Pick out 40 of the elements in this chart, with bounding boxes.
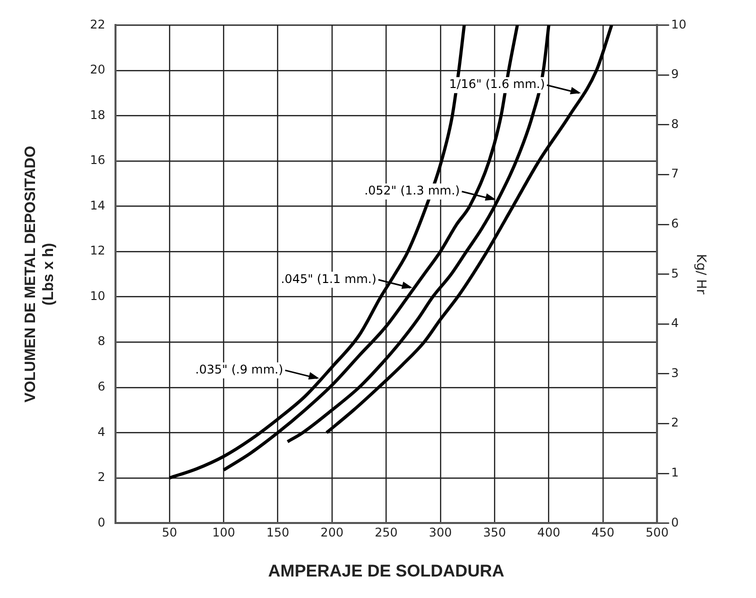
y-tick-label: 2	[98, 470, 106, 484]
x-tick-label: 150	[266, 526, 290, 540]
y2-tick-label: 1	[671, 466, 679, 480]
y-tick-label: 18	[90, 108, 106, 122]
annotation: .035" (.9 mm.)	[195, 362, 284, 376]
x-tick-label: 400	[537, 526, 560, 540]
x-tick-label: 300	[428, 526, 452, 540]
y2-axis-title: Kg/ Hr	[692, 254, 708, 296]
x-tick-label: 450	[591, 526, 614, 540]
y-tick-label: 10	[90, 288, 106, 303]
y2-tick-label: 8	[671, 116, 679, 131]
y2-tick-label: 9	[671, 67, 679, 82]
x-tick-label: 250	[374, 526, 398, 540]
y-tick-label: 12	[90, 244, 106, 258]
y-tick-label: 8	[98, 334, 106, 348]
y2-tick-label: 4	[671, 316, 679, 330]
annotation: .045" (1.1 mm.)	[280, 272, 376, 286]
y2-tick-label: 7	[671, 166, 679, 181]
y-tick-label: 14	[90, 198, 106, 212]
annotation: .052" (1.3 mm.)	[364, 184, 460, 198]
x-tick-label: 100	[212, 526, 236, 540]
y-tick-label: 4	[98, 424, 106, 439]
y-tick-label: 22	[90, 17, 106, 32]
x-tick-label: 50	[162, 526, 178, 540]
y2-tick-label: 6	[671, 216, 679, 231]
y-tick-label: 6	[98, 380, 106, 394]
x-tick-label: 350	[483, 526, 506, 540]
y2-tick-label: 0	[671, 515, 679, 530]
x-axis-title: AMPERAJE DE SOLDADURA	[268, 561, 504, 580]
y2-tick-label: 10	[671, 17, 686, 32]
y-tick-label: 20	[90, 62, 106, 77]
y-tick-label: 0	[98, 515, 106, 530]
x-tick-label: 200	[320, 526, 344, 540]
y-tick-label: 16	[90, 153, 106, 168]
annotation: 1/16" (1.6 mm.)	[449, 77, 545, 92]
y2-tick-label: 2	[671, 416, 679, 430]
y2-tick-label: 5	[671, 266, 679, 280]
x-tick-label: 500	[646, 526, 669, 540]
y2-tick-label: 3	[671, 366, 679, 380]
y-axis-title: VOLUMEN DE METAL DEPOSITADO (Lbs x h)	[22, 146, 58, 403]
